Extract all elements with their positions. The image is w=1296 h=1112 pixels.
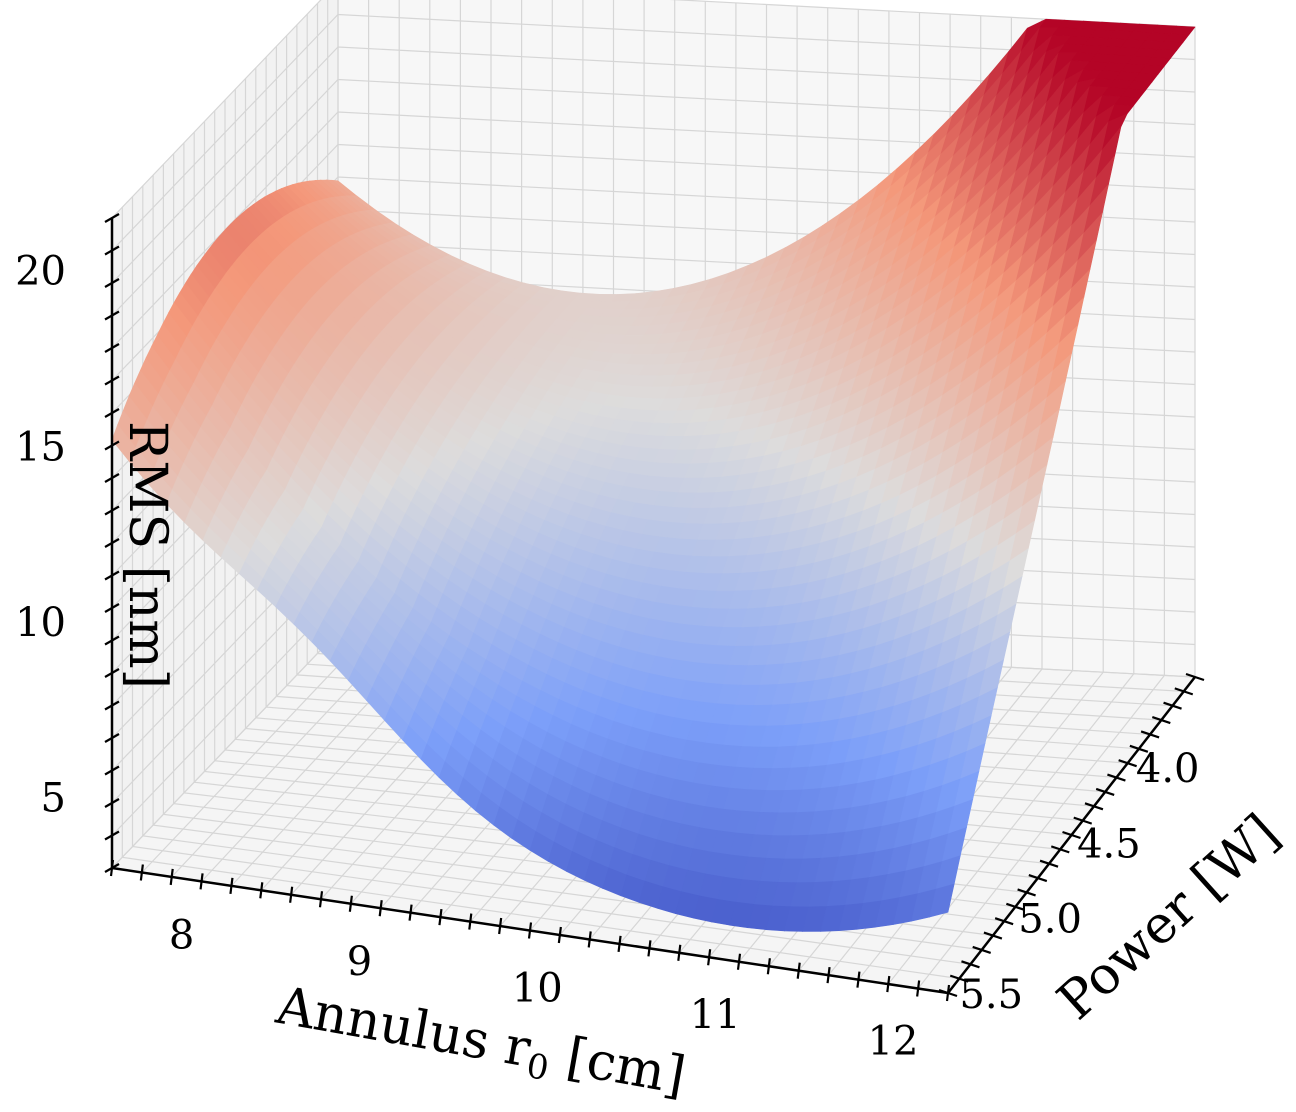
tick-mark [169,868,174,886]
tick-mark [1118,759,1137,768]
z-tick-label: 15 [15,424,66,470]
tick-mark [1163,701,1182,710]
gridline-z [111,111,1196,349]
y-tick-label: 5.5 [959,972,1023,1018]
tick-mark [856,971,861,988]
tick-mark [994,917,1014,926]
z-axis-title: RMS [nm] [117,421,177,689]
tick-mark [938,988,958,998]
tick-mark [677,944,682,961]
z-tick-label: 20 [15,249,66,295]
tick-mark [104,798,120,808]
x-tick-label: 10 [512,966,563,1012]
tick-mark [1006,902,1025,911]
tick-mark [1174,687,1194,696]
x-tick-label: 11 [690,992,741,1038]
tick-mark [259,882,264,899]
z-tick-label: 5 [41,776,66,822]
tick-mark [527,922,533,939]
y-tick-label: 4.5 [1077,821,1141,867]
tick-mark [104,440,120,451]
z-tick-label: 10 [15,600,66,646]
tick-mark [1129,744,1149,753]
tick-marks [104,213,1205,1002]
gridline-z [111,46,1196,284]
tick-mark [104,635,120,646]
tick-mark [289,886,294,903]
tick-mark [1185,672,1205,682]
tick-mark [1062,830,1081,840]
tick-mark [104,765,120,776]
tick-mark [104,733,120,743]
gridline-z [111,78,1196,316]
tick-mark [796,962,801,979]
tick-mark [348,895,353,912]
tick-mark [104,570,120,581]
tick-mark [468,913,473,930]
tick-mark [1028,874,1048,883]
tick-mark [229,877,234,894]
tick-mark [949,974,969,983]
tick-mark [961,960,980,969]
tick-mark [104,700,120,711]
tick-mark [104,375,120,386]
tick-mark [1151,716,1171,725]
x-axis-title-main: Annulus r [271,976,535,1080]
tick-mark [104,245,120,256]
tick-mark [104,213,120,223]
tick-mark [1095,787,1115,796]
x-axis-title: Annulus r0 [cm] [270,976,690,1112]
tick-mark [736,953,742,970]
tick-mark [104,830,120,841]
tick-mark [318,891,324,908]
tick-mark [916,980,921,997]
tick-mark [983,931,1003,940]
tick-mark [1039,859,1059,868]
x-tick-label: 9 [347,939,372,985]
tick-mark [199,873,204,890]
tick-mark [104,603,120,613]
tick-mark [826,967,831,984]
tick-mark [972,945,992,954]
tick-mark [1107,773,1126,782]
y-tick-label: 5.0 [1018,897,1082,943]
tick-mark [1084,802,1104,811]
tick-mark [104,278,120,288]
tick-mark [1017,888,1036,897]
x-tick-label: 12 [868,1019,919,1065]
tick-mark [707,949,712,966]
tick-mark [1050,845,1070,854]
tick-mark [104,668,120,678]
tick-labels: 8 9 10 11 12 4.0 4.5 5.0 5.5 5 10 15 20 [15,249,1199,1065]
tick-mark [104,538,120,548]
gridline-z [111,13,1196,251]
tick-mark [408,904,413,921]
tick-mark [617,935,622,953]
tick-mark [378,900,383,917]
tick-mark [104,863,120,873]
tick-mark [438,908,443,926]
tick-mark [1140,730,1160,739]
x-axis-title-unit: [cm] [546,1024,690,1107]
tick-mark [139,864,144,881]
gridline-z [111,0,1196,219]
surface-patch [929,883,955,918]
y-tick-label: 4.0 [1136,746,1200,792]
tick-mark [587,931,592,948]
surface-mesh [111,18,1196,932]
tick-mark [104,473,120,483]
tick-mark [498,917,503,935]
tick-mark [104,310,120,321]
x-tick-label: 8 [169,912,194,958]
tick-mark [766,958,771,975]
tick-mark [1073,816,1093,825]
tick-mark [104,408,120,418]
tick-mark [557,926,562,944]
tick-mark [886,975,891,993]
tick-mark [647,940,652,957]
tick-mark [104,505,120,516]
tick-mark [104,343,120,353]
